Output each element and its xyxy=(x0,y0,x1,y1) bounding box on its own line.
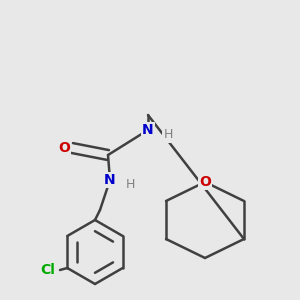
Text: H: H xyxy=(163,128,173,142)
Text: N: N xyxy=(104,173,116,187)
Text: O: O xyxy=(58,141,70,155)
Text: H: H xyxy=(125,178,135,191)
Text: N: N xyxy=(142,123,154,137)
Text: O: O xyxy=(199,175,211,189)
Text: Cl: Cl xyxy=(40,263,56,277)
